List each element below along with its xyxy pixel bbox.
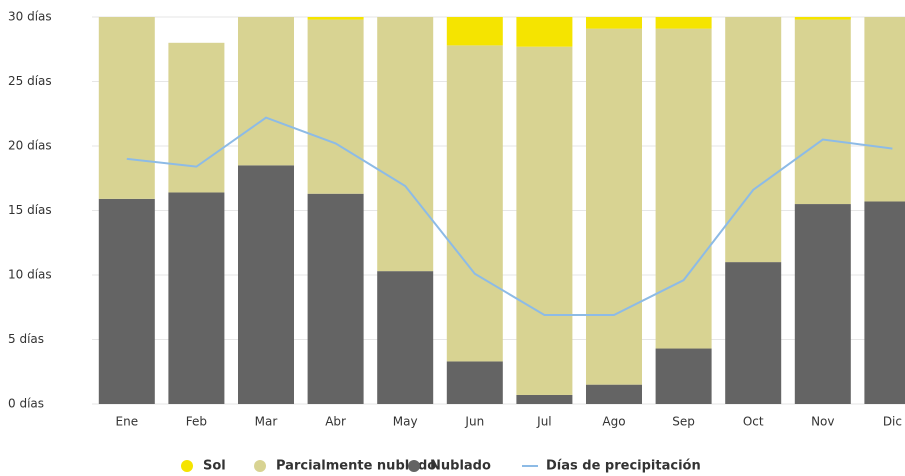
legend-swatch [181,460,193,472]
x-tick-label: Ene [116,415,139,429]
bar-segment [446,45,503,362]
y-tick-label: 10 días [8,268,52,282]
bar-segment [238,165,294,404]
precipitation-line [126,116,893,316]
bar-segment [446,361,503,404]
x-tick-label: Oct [743,415,764,429]
x-tick-label: Nov [811,415,834,429]
bar-segment [307,17,364,20]
legend-label: Días de precipitación [546,459,701,474]
bar-segment [168,192,225,404]
bar-segment [864,17,905,202]
bar-segment [655,17,712,29]
bar-segment [98,198,155,404]
bar-segment [516,394,573,404]
legend-label: Parcialmente nublado [276,459,436,474]
x-tick-label: Mar [255,415,278,429]
bar-segment [655,348,712,404]
y-tick-label: 30 días [8,10,52,24]
x-tick-label: Jul [536,415,551,429]
bar-segment [655,28,712,349]
bar-segment [516,17,573,47]
legend-label: Sol [203,459,226,474]
y-tick-label: 25 días [8,74,52,88]
x-tick-label: Dic [883,415,902,429]
bar-segment [377,17,434,272]
bar-segment [238,17,294,166]
plot-area [98,17,905,404]
y-tick-label: 20 días [8,139,52,153]
bar-segment [307,19,364,194]
x-tick-label: Ago [602,415,625,429]
bar-segment [377,271,434,404]
bar-segment [446,17,503,46]
bar-segment [307,193,364,404]
x-tick-label: Jun [464,415,484,429]
legend-label: Nublado [430,459,491,474]
legend-swatch [408,460,420,472]
bar-segment [794,204,851,404]
legend-swatch [254,460,266,472]
y-tick-label: 5 días [8,332,44,346]
bar-segment [586,17,642,29]
bar-segment [725,262,782,404]
x-tick-label: May [393,415,418,429]
bar-segment [586,28,642,385]
x-tick-label: Feb [186,415,207,429]
y-tick-label: 0 días [8,397,44,411]
bar-segment [586,384,642,404]
x-tick-label: Sep [672,415,695,429]
bar-segment [168,42,225,193]
bar-segment [864,201,905,404]
bar-segment [794,17,851,20]
bar-segment [98,17,155,199]
bar-segment [725,17,782,263]
x-tick-label: Abr [325,415,346,429]
bar-segment [516,46,573,395]
bar-segment [794,19,851,205]
axes: 0 días 5 días 10 días 15 días 20 días 25 días… [8,10,902,429]
y-tick-label: 15 días [8,203,52,217]
